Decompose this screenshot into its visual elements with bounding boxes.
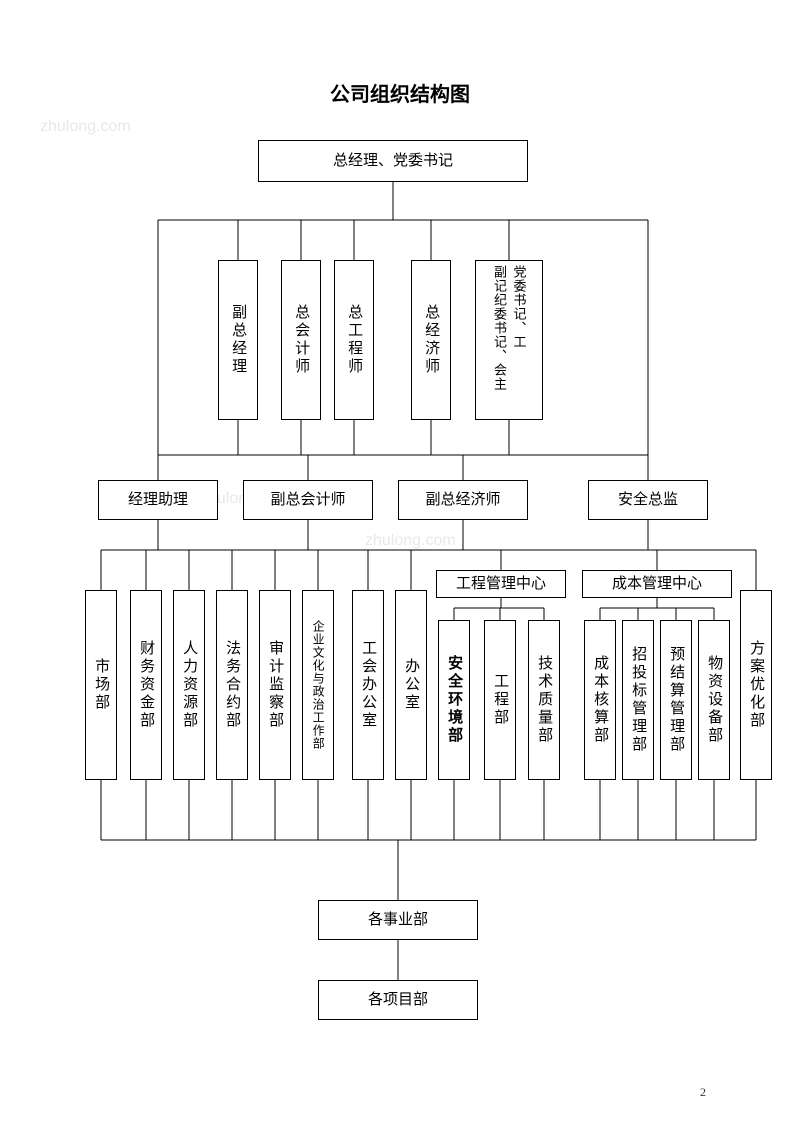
node-l4-left-7: 办公室 [395,590,427,780]
node-l3-1: 副总会计师 [243,480,373,520]
node-l4-center-header: 工程管理中心 [436,570,566,598]
node-l4-left-0: 市场部 [85,590,117,780]
node-l4-right-header: 成本管理中心 [582,570,732,598]
node-l4-center-2: 技术质量部 [528,620,560,780]
node-l4-farright: 方案优化部 [740,590,772,780]
node-l2-3: 总经济师 [411,260,451,420]
node-l4-right-0: 成本核算部 [584,620,616,780]
node-l4-left-3: 法务合约部 [216,590,248,780]
node-l4-left-6: 工会办公室 [352,590,384,780]
node-l4-center-0: 安全环境部 [438,620,470,780]
chart-title: 公司组织结构图 [0,78,800,107]
node-l2-1: 总会计师 [281,260,321,420]
node-l4-left-1: 财务资金部 [130,590,162,780]
node-l5: 各事业部 [318,900,478,940]
org-chart: 公司组织结构图zhulong.comzhulong.comzhulong.com… [0,0,800,1132]
node-l4-right-3: 物资设备部 [698,620,730,780]
page-number: 2 [700,1085,706,1100]
node-l4-left-5: 企业文化与政治工作部 [302,590,334,780]
node-l3-3: 安全总监 [588,480,708,520]
node-l2-committee: 副记纪委书记、会主党委书记、工 [475,260,543,420]
node-l4-right-1: 招投标管理部 [622,620,654,780]
node-l3-0: 经理助理 [98,480,218,520]
watermark: zhulong.com [365,532,456,550]
node-l3-2: 副总经济师 [398,480,528,520]
node-l6: 各项目部 [318,980,478,1020]
node-l4-left-4: 审计监察部 [259,590,291,780]
node-l2-2: 总工程师 [334,260,374,420]
node-l4-center-1: 工程部 [484,620,516,780]
node-top: 总经理、党委书记 [258,140,528,182]
node-l2-0: 副总经理 [218,260,258,420]
watermark: zhulong.com [40,118,131,136]
node-l4-right-2: 预结算管理部 [660,620,692,780]
node-l4-left-2: 人力资源部 [173,590,205,780]
